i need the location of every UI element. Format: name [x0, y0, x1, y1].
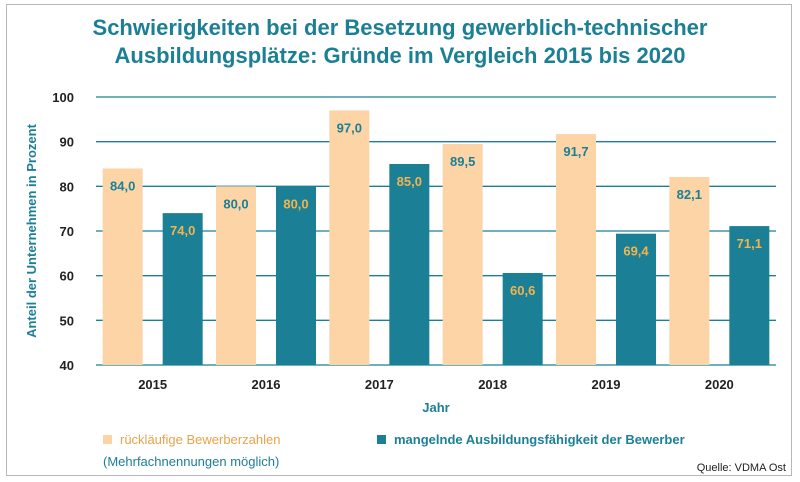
bar-mangelnde-ausbildungsfaehigkeit — [502, 272, 543, 365]
bar-mangelnde-ausbildungsfaehigkeit — [389, 164, 430, 365]
x-tick-label: 2017 — [365, 377, 394, 392]
data-label: 71,1 — [737, 236, 762, 251]
legend-label-series-2: mangelnde Ausbildungsfähigkeit der Bewer… — [394, 432, 685, 447]
y-tick-label: 70 — [60, 224, 74, 239]
source-note: Quelle: VDMA Ost — [696, 462, 786, 474]
y-tick-label: 80 — [60, 179, 74, 194]
bar-rueckl-bewerberzahlen — [329, 110, 370, 366]
bar-rueckl-bewerberzahlen — [216, 186, 256, 365]
bar-rueckl-bewerberzahlen — [102, 168, 143, 365]
chart-title-line-2: Ausbildungsplätze: Gründe im Vergleich 2… — [114, 43, 686, 68]
x-tick-label: 2015 — [138, 377, 167, 392]
y-axis-label: Anteil der Unternehmen in Prozent — [24, 123, 39, 337]
data-label: 60,6 — [510, 283, 535, 298]
data-label: 69,4 — [623, 244, 649, 259]
data-label: 97,0 — [337, 120, 362, 135]
bar-mangelnde-ausbildungsfaehigkeit — [276, 186, 316, 365]
bar-mangelnde-ausbildungsfaehigkeit — [729, 226, 770, 365]
x-tick-label: 2019 — [592, 377, 621, 392]
data-label: 74,0 — [170, 223, 195, 238]
y-tick-label: 90 — [60, 135, 74, 150]
chart-title-line-1: Schwierigkeiten bei der Besetzung gewerb… — [92, 15, 708, 40]
data-label: 80,0 — [223, 196, 248, 211]
data-label: 82,1 — [677, 187, 702, 202]
bar-rueckl-bewerberzahlen — [556, 134, 596, 365]
data-label: 80,0 — [283, 196, 308, 211]
y-tick-label: 50 — [60, 313, 74, 328]
chart-frame — [6, 4, 792, 476]
legend-series-1: rückläufige Bewerberzahlen — [103, 432, 280, 448]
x-tick-label: 2020 — [705, 377, 734, 392]
data-label: 91,7 — [563, 144, 588, 159]
y-tick-label: 100 — [52, 90, 74, 105]
y-tick-label: 60 — [60, 269, 74, 284]
data-label: 84,0 — [110, 178, 135, 193]
x-tick-label: 2018 — [478, 377, 507, 392]
bar-mangelnde-ausbildungsfaehigkeit — [616, 233, 656, 365]
x-tick-label: 2016 — [252, 377, 281, 392]
legend-swatch-series-2 — [377, 435, 386, 444]
legend-label-series-1: rückläufige Bewerberzahlen — [120, 432, 281, 447]
bar-mangelnde-ausbildungsfaehigkeit — [162, 213, 203, 365]
data-label: 85,0 — [397, 174, 422, 189]
bar-rueckl-bewerberzahlen — [442, 143, 483, 365]
legend-series-2: mangelnde Ausbildungsfähigkeit der Bewer… — [377, 432, 685, 448]
bar-rueckl-bewerberzahlen — [669, 176, 710, 365]
legend-swatch-series-1 — [103, 435, 112, 444]
legend-note: (Mehrfachnennungen möglich) — [103, 454, 280, 469]
data-label: 89,5 — [450, 154, 475, 169]
chart-title: Schwierigkeiten bei der Besetzung gewerb… — [0, 14, 800, 70]
y-tick-label: 40 — [60, 358, 74, 373]
x-axis-label: Jahr — [422, 400, 449, 415]
